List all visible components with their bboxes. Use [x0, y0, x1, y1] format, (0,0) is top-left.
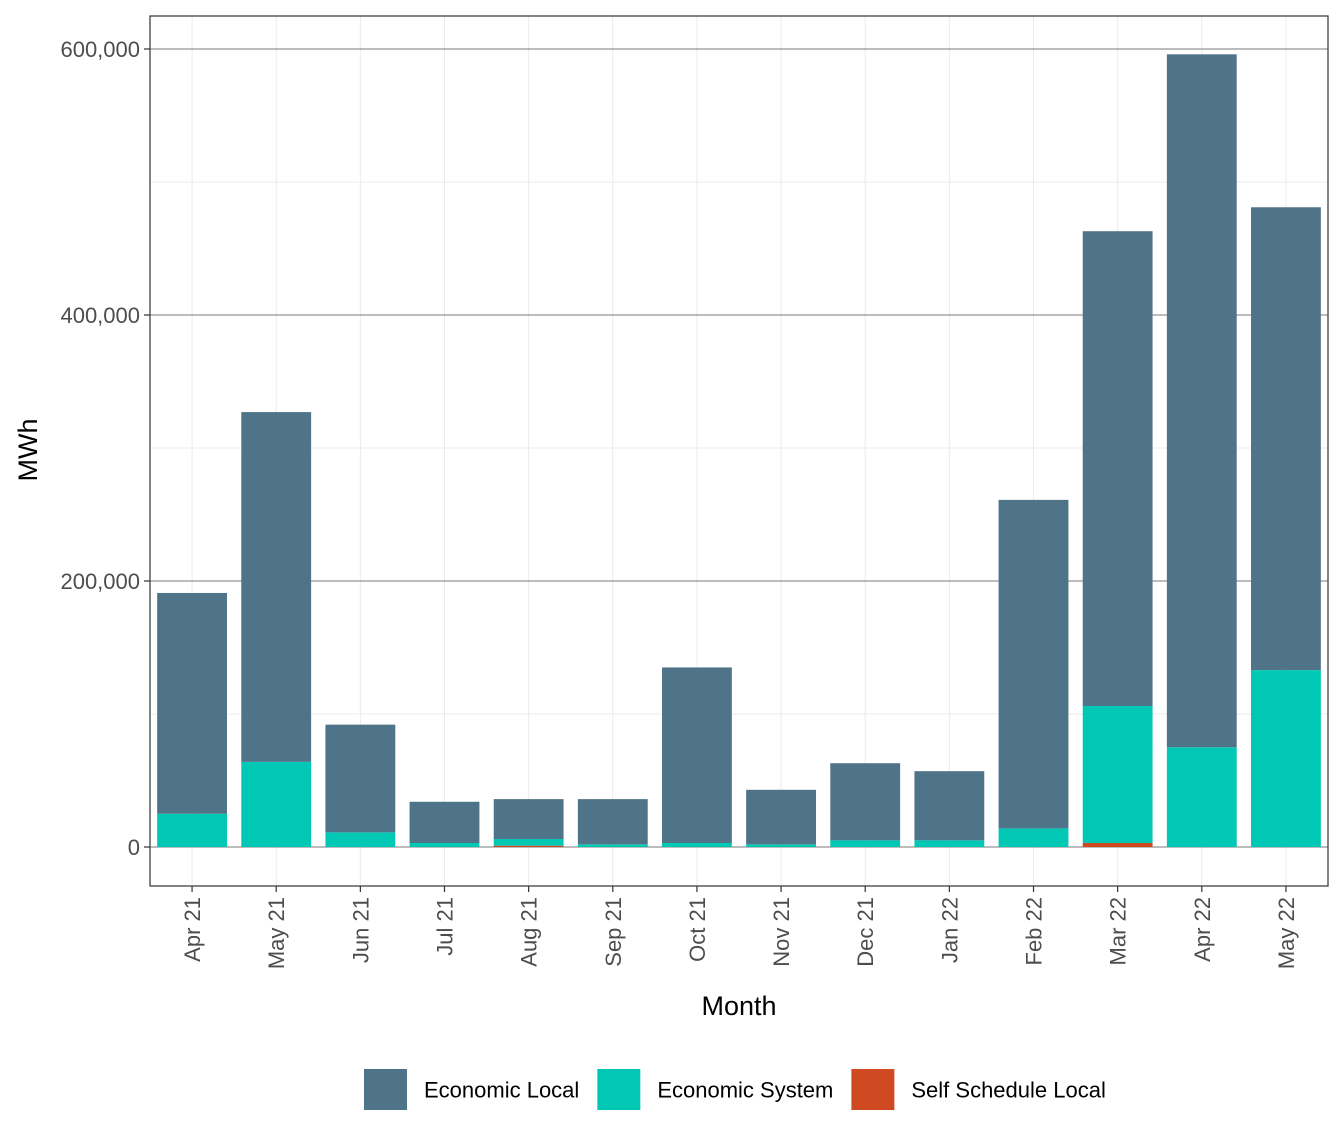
legend-label: Economic Local [424, 1078, 579, 1103]
bar-segment [577, 844, 648, 847]
bar-segment [1251, 670, 1321, 847]
bar-segment [493, 839, 564, 846]
x-tick-label: Nov 21 [769, 897, 794, 967]
bar-segment [1251, 207, 1321, 671]
legend-label: Self Schedule Local [911, 1078, 1105, 1103]
plot-border [149, 15, 1329, 887]
bar-segment [998, 828, 1069, 847]
legend-item: Self Schedule Local [851, 1069, 1106, 1110]
y-tick-label: 0 [128, 835, 140, 860]
legend-label: Economic System [657, 1078, 833, 1103]
y-axis-title: MWh [13, 419, 43, 482]
x-tick-label: Jul 21 [433, 897, 458, 956]
legend-swatch [851, 1069, 895, 1110]
bar-segment [914, 771, 985, 841]
axis-layer: 0 200,000 400,000 600,000 Apr 21 May 21 Jun 21… [60, 15, 1329, 969]
bar-segment [1082, 706, 1153, 844]
x-tick-label: Mar 22 [1106, 897, 1131, 965]
bar-segment [1166, 747, 1237, 847]
x-tick-label: Feb 22 [1022, 897, 1047, 966]
bar-segment [830, 840, 901, 847]
bars-layer [157, 54, 1321, 847]
x-tick-label: Jan 22 [937, 897, 962, 963]
bar-segment [157, 592, 227, 814]
x-tick-label: Dec 21 [853, 897, 878, 967]
bar-segment [746, 844, 816, 847]
x-tick-label: Apr 22 [1190, 897, 1215, 962]
x-tick-label: Sep 21 [601, 897, 626, 967]
x-tick-label: May 21 [264, 897, 289, 969]
bar-segment [914, 840, 985, 847]
bar-segment [1082, 843, 1153, 847]
bar-segment [325, 724, 396, 833]
legend-item: Economic Local [364, 1069, 579, 1110]
bar-segment [1166, 54, 1237, 748]
y-tick-label: 600,000 [60, 37, 140, 62]
bar-segment [157, 813, 227, 847]
bar-segment [241, 761, 312, 847]
bar-segment [830, 763, 901, 841]
x-tick-label: Aug 21 [517, 897, 542, 967]
bar-segment [662, 667, 732, 844]
bar-segment [325, 832, 396, 847]
bar-segment [493, 799, 564, 840]
bar-segment [409, 843, 480, 847]
y-tick-label: 200,000 [60, 569, 140, 594]
legend-item: Economic System [597, 1069, 833, 1110]
bar-segment [662, 843, 732, 847]
bar-segment [1082, 231, 1153, 707]
bar-segment [746, 789, 816, 845]
legend-swatch [364, 1069, 407, 1110]
x-tick-label: Oct 21 [685, 897, 710, 962]
bar-segment [577, 799, 648, 845]
bar-segment [409, 801, 480, 844]
x-tick-label: Apr 21 [180, 897, 205, 962]
bar-segment [493, 845, 564, 847]
x-axis-title: Month [701, 991, 776, 1021]
bar-segment [241, 412, 312, 762]
x-tick-label: Jun 21 [348, 897, 373, 963]
y-tick-label: 400,000 [60, 303, 140, 328]
legend-swatch [597, 1069, 641, 1110]
bar-segment [998, 499, 1069, 829]
x-tick-label: May 22 [1274, 897, 1299, 969]
legend: Economic Local Economic System Self Schedu… [364, 1069, 1106, 1110]
